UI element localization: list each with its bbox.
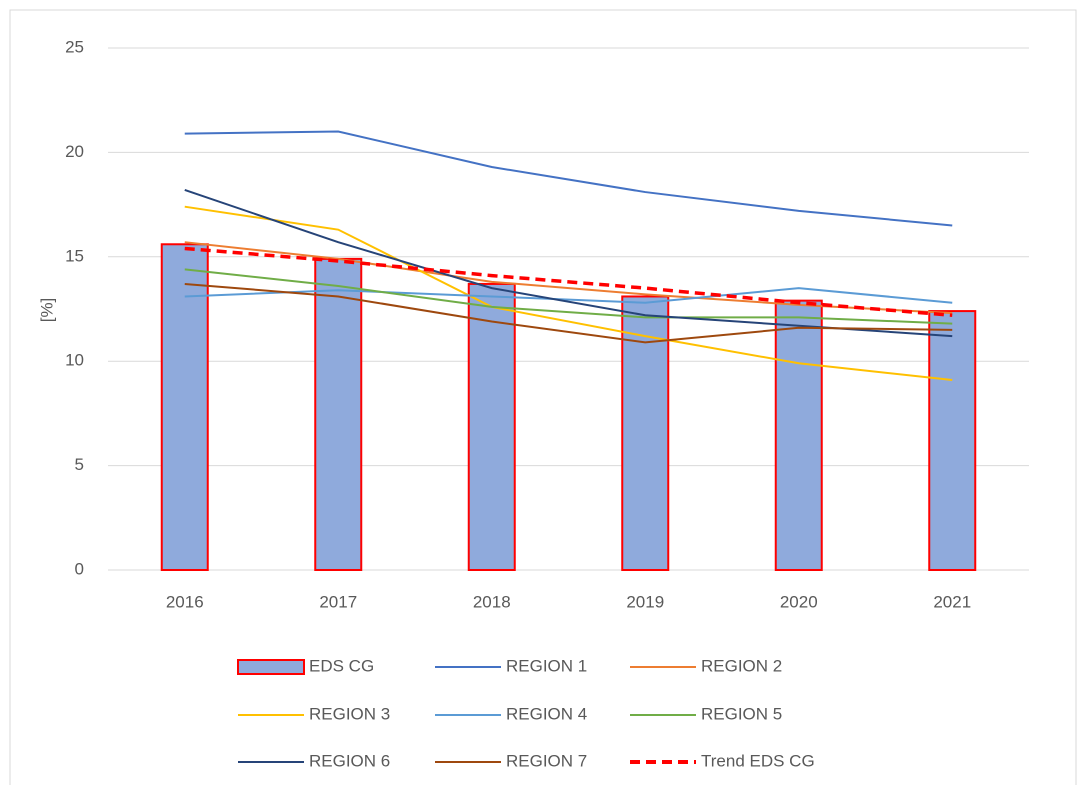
y-tick-label: 15 [65, 246, 84, 265]
legend-label: REGION 4 [506, 704, 587, 723]
line [184, 205, 953, 381]
legend-label: EDS CG [309, 656, 374, 675]
y-tick-label: 0 [75, 559, 84, 578]
line [184, 287, 953, 304]
legend-label: REGION 3 [309, 704, 390, 723]
x-tick-label: 2017 [319, 592, 357, 611]
bar [314, 257, 363, 571]
chart-border [9, 9, 1077, 785]
legend-swatch [237, 659, 305, 675]
line [184, 189, 953, 338]
legend-label: REGION 5 [701, 704, 782, 723]
y-tick-label: 20 [65, 142, 84, 161]
x-tick-label: 2016 [166, 592, 204, 611]
legend-label: Trend EDS CG [701, 751, 815, 770]
line [184, 246, 953, 318]
legend-label: REGION 6 [309, 751, 390, 770]
line [184, 268, 953, 325]
bar [928, 310, 977, 571]
y-tick-label: 5 [75, 455, 84, 474]
y-axis-label: [%] [37, 298, 56, 323]
x-tick-label: 2021 [933, 592, 971, 611]
x-tick-label: 2019 [626, 592, 664, 611]
x-tick-label: 2020 [780, 592, 818, 611]
bar [467, 282, 516, 571]
bar [160, 243, 209, 571]
legend-label: REGION 1 [506, 656, 587, 675]
legend-label: REGION 2 [701, 656, 782, 675]
line [184, 130, 953, 227]
y-tick-label: 10 [65, 351, 84, 370]
bar [774, 299, 823, 571]
x-tick-label: 2018 [473, 592, 511, 611]
y-tick-label: 25 [65, 37, 84, 56]
line [184, 282, 953, 344]
legend-label: REGION 7 [506, 751, 587, 770]
bar [621, 295, 670, 571]
